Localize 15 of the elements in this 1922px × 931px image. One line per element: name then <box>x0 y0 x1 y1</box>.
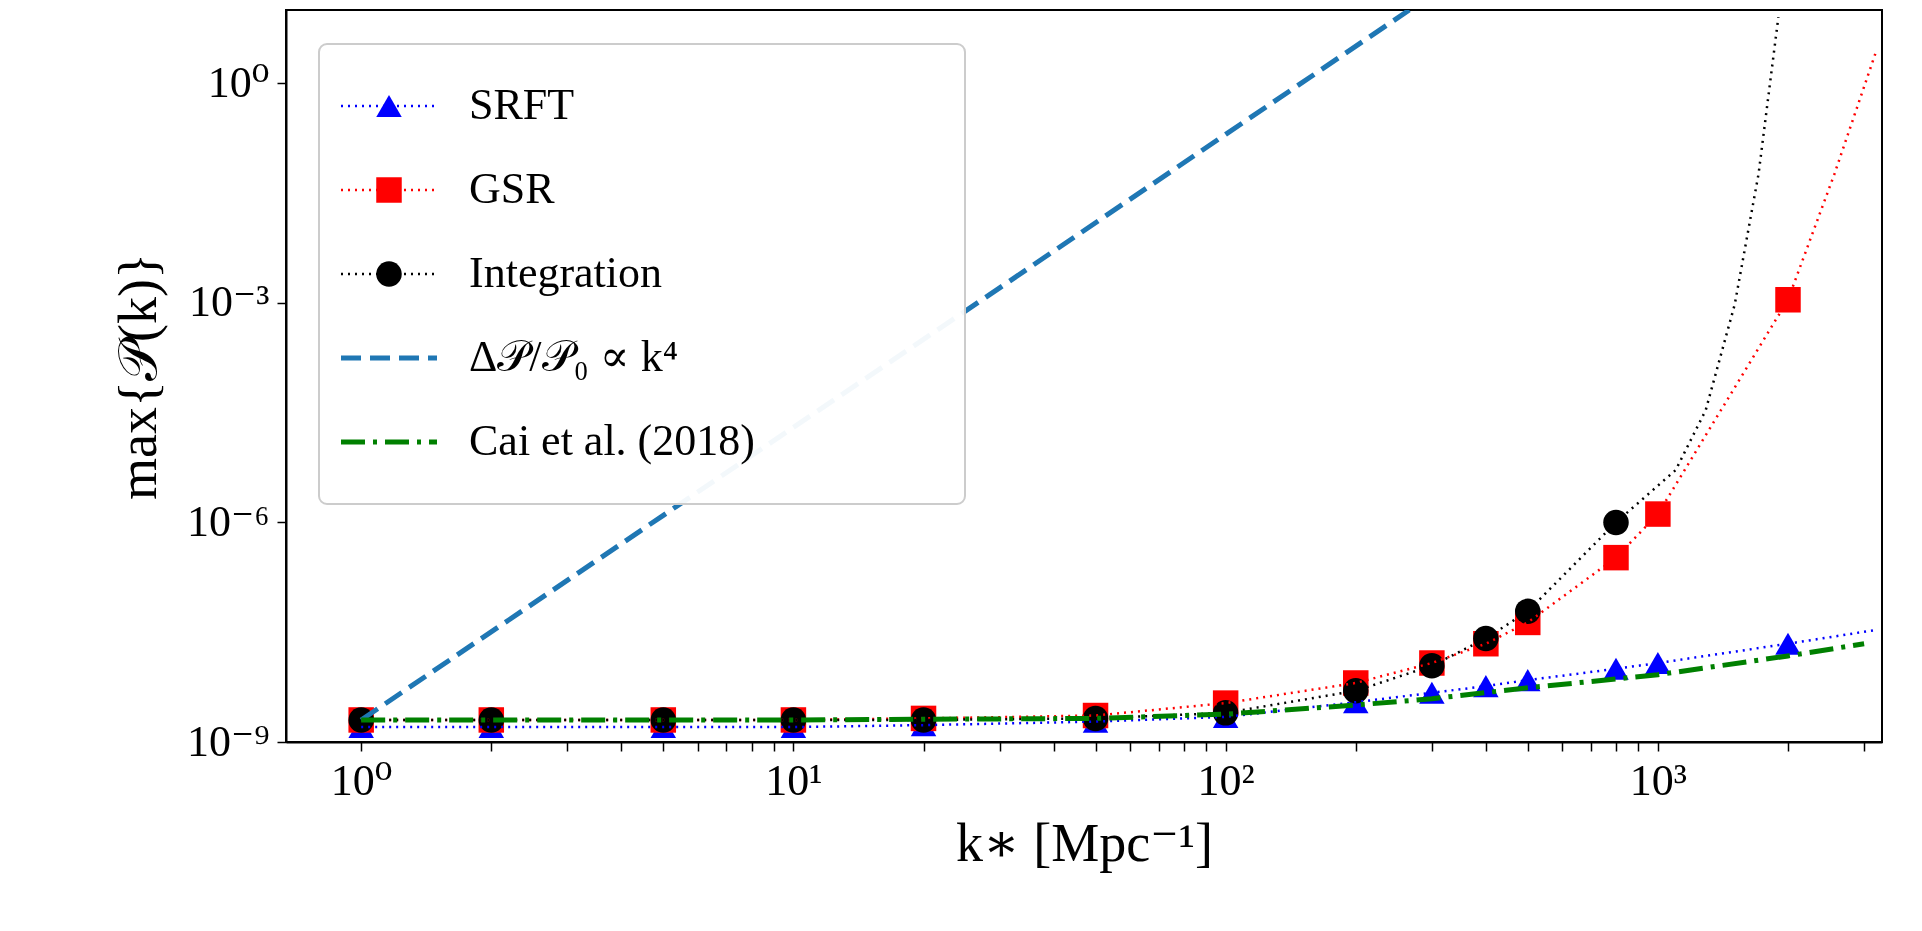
legend-label: GSR <box>469 164 556 213</box>
x-axis-title: k∗ [Mpc⁻¹] <box>956 812 1213 873</box>
y-tick-label: 10⁻⁹ <box>186 716 270 766</box>
legend-label: Cai et al. (2018) <box>469 416 755 465</box>
x-tick-label: 10⁰ <box>330 755 393 805</box>
legend-label: Δ𝒫/𝒫₀ ∝ k⁴ <box>469 332 678 381</box>
y-tick-label: 10⁻³ <box>189 277 270 327</box>
y-axis-title: max{𝒫(k)} <box>107 253 168 500</box>
x-tick-label: 10² <box>1197 755 1255 805</box>
x-tick-label: 10³ <box>1629 755 1687 805</box>
legend-label: Integration <box>469 248 663 297</box>
y-tick-label: 10⁻⁶ <box>186 496 270 546</box>
x-tick-label: 10¹ <box>765 755 823 805</box>
legend-label: SRFT <box>469 80 575 129</box>
y-tick-label: 10⁰ <box>207 57 270 107</box>
